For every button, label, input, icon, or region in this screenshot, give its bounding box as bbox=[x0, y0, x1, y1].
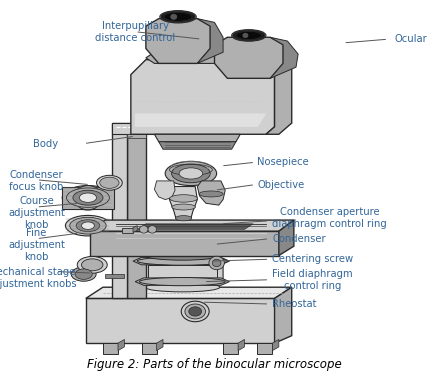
Text: Centering screw: Centering screw bbox=[272, 254, 353, 264]
Ellipse shape bbox=[161, 11, 195, 22]
Ellipse shape bbox=[69, 217, 106, 234]
Ellipse shape bbox=[181, 301, 209, 322]
Polygon shape bbox=[90, 220, 294, 231]
Polygon shape bbox=[157, 339, 163, 351]
Polygon shape bbox=[127, 134, 146, 138]
Text: Condenser aperture
diaphragm control ring: Condenser aperture diaphragm control rin… bbox=[272, 207, 387, 229]
Polygon shape bbox=[257, 343, 272, 354]
Ellipse shape bbox=[76, 220, 100, 232]
Polygon shape bbox=[103, 343, 118, 354]
Polygon shape bbox=[90, 231, 279, 256]
Polygon shape bbox=[133, 257, 230, 265]
Ellipse shape bbox=[189, 307, 202, 316]
Polygon shape bbox=[223, 343, 238, 354]
Polygon shape bbox=[133, 226, 137, 232]
Polygon shape bbox=[275, 287, 292, 343]
Ellipse shape bbox=[185, 304, 205, 319]
Ellipse shape bbox=[97, 175, 122, 190]
Text: Field diaphragm
control ring: Field diaphragm control ring bbox=[272, 269, 353, 291]
Ellipse shape bbox=[66, 188, 109, 207]
Polygon shape bbox=[105, 274, 124, 278]
Polygon shape bbox=[279, 220, 294, 256]
Ellipse shape bbox=[179, 168, 202, 179]
Circle shape bbox=[139, 226, 148, 233]
Text: Rheostat: Rheostat bbox=[272, 299, 317, 309]
Ellipse shape bbox=[82, 222, 94, 229]
Ellipse shape bbox=[82, 259, 103, 271]
Polygon shape bbox=[62, 186, 114, 209]
Polygon shape bbox=[214, 37, 283, 78]
Polygon shape bbox=[118, 339, 124, 351]
Text: Nosepiece: Nosepiece bbox=[257, 157, 309, 167]
Ellipse shape bbox=[145, 258, 220, 268]
Polygon shape bbox=[131, 60, 275, 134]
Ellipse shape bbox=[79, 193, 97, 202]
Polygon shape bbox=[122, 228, 133, 233]
Polygon shape bbox=[112, 123, 127, 298]
Polygon shape bbox=[86, 298, 275, 343]
Ellipse shape bbox=[100, 177, 119, 188]
Text: Course
adjustment
knob: Course adjustment knob bbox=[8, 196, 65, 230]
Polygon shape bbox=[197, 19, 223, 63]
Ellipse shape bbox=[172, 204, 195, 210]
Polygon shape bbox=[169, 186, 197, 218]
Polygon shape bbox=[146, 52, 283, 63]
Ellipse shape bbox=[73, 190, 103, 205]
Ellipse shape bbox=[175, 216, 192, 221]
Polygon shape bbox=[137, 224, 253, 229]
Polygon shape bbox=[154, 134, 240, 142]
Ellipse shape bbox=[233, 30, 265, 41]
Ellipse shape bbox=[75, 269, 92, 279]
Ellipse shape bbox=[71, 267, 96, 281]
Ellipse shape bbox=[236, 31, 262, 40]
Polygon shape bbox=[142, 261, 223, 287]
Polygon shape bbox=[257, 48, 292, 134]
Text: Mechanical stage
adjustment knobs: Mechanical stage adjustment knobs bbox=[0, 267, 77, 289]
Circle shape bbox=[242, 33, 248, 38]
Circle shape bbox=[209, 256, 224, 270]
Ellipse shape bbox=[170, 195, 197, 202]
Polygon shape bbox=[159, 142, 236, 149]
Polygon shape bbox=[238, 339, 245, 351]
Ellipse shape bbox=[65, 216, 111, 236]
Text: Ocular: Ocular bbox=[395, 34, 427, 44]
Polygon shape bbox=[127, 123, 146, 298]
Text: Body: Body bbox=[33, 139, 58, 148]
Ellipse shape bbox=[62, 185, 114, 210]
Text: Figure 2: Parts of the binocular microscope: Figure 2: Parts of the binocular microsc… bbox=[87, 358, 342, 371]
Ellipse shape bbox=[199, 191, 223, 197]
Ellipse shape bbox=[145, 283, 220, 292]
Text: Condenser
focus knob: Condenser focus knob bbox=[9, 170, 63, 192]
Ellipse shape bbox=[165, 161, 217, 185]
Polygon shape bbox=[270, 37, 298, 78]
Polygon shape bbox=[112, 123, 223, 134]
Text: Objective: Objective bbox=[257, 180, 305, 189]
Polygon shape bbox=[197, 181, 225, 205]
Polygon shape bbox=[142, 343, 157, 354]
Circle shape bbox=[212, 259, 221, 267]
Polygon shape bbox=[275, 58, 292, 67]
Polygon shape bbox=[135, 114, 266, 127]
Ellipse shape bbox=[137, 257, 227, 265]
Circle shape bbox=[170, 14, 177, 20]
Polygon shape bbox=[148, 265, 217, 278]
Ellipse shape bbox=[172, 164, 210, 183]
Text: Fine
adjustment
knob: Fine adjustment knob bbox=[8, 228, 65, 261]
Ellipse shape bbox=[145, 251, 220, 260]
Circle shape bbox=[148, 226, 157, 233]
Text: Interpupillary
distance control: Interpupillary distance control bbox=[95, 21, 175, 43]
Ellipse shape bbox=[164, 12, 192, 21]
Polygon shape bbox=[154, 181, 175, 200]
Polygon shape bbox=[86, 287, 292, 298]
Polygon shape bbox=[135, 278, 230, 285]
Ellipse shape bbox=[139, 278, 225, 286]
Ellipse shape bbox=[74, 185, 102, 210]
Polygon shape bbox=[146, 19, 210, 63]
Text: Condenser: Condenser bbox=[272, 234, 326, 244]
Ellipse shape bbox=[77, 257, 107, 273]
Polygon shape bbox=[272, 339, 279, 351]
